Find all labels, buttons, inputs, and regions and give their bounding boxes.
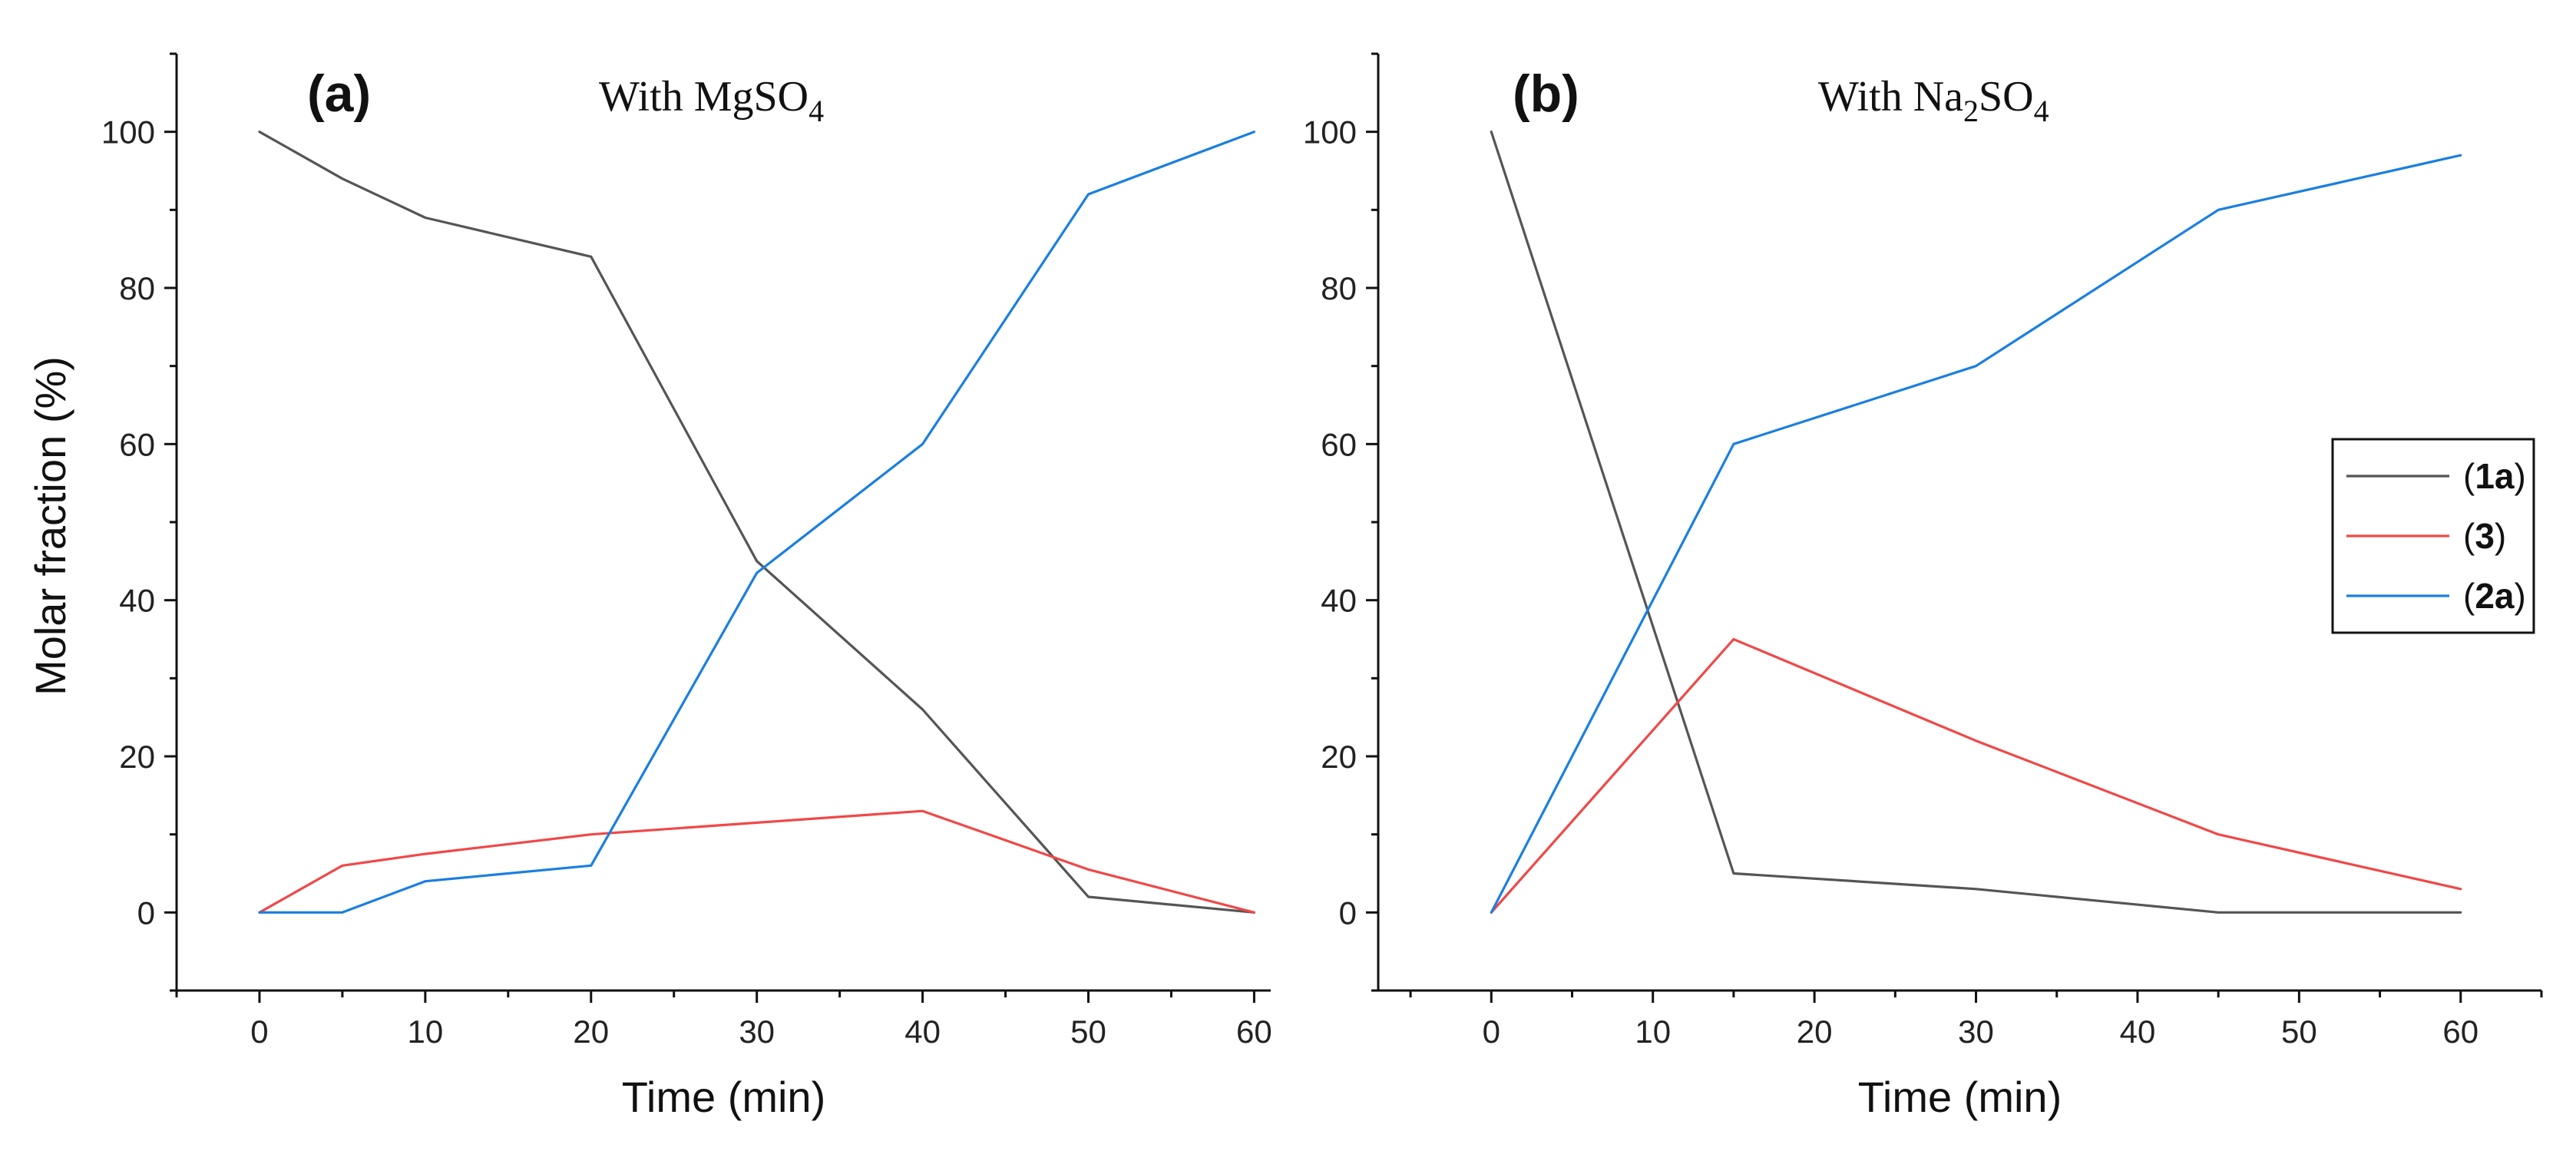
panel-b-y-tick-label: 40 — [1321, 583, 1357, 619]
panel-b-x-axis-title: Time (min) — [1858, 1073, 2062, 1121]
panel-a-y-tick-label: 60 — [119, 426, 155, 462]
panel-a-subtitle-sub: 4 — [809, 94, 824, 128]
panel-b-subtitle: With Na2SO4 — [1818, 73, 2049, 128]
panel-b-series-2a-line — [1490, 154, 2462, 914]
panel-a-series-1a-line — [258, 131, 1256, 914]
panel-a-x-tick-label: 50 — [1070, 1014, 1106, 1050]
panel-b-series-3-line — [1490, 637, 2462, 914]
panel-a-y-tick-label: 100 — [101, 114, 155, 150]
panel-a-series-2a-line — [258, 131, 1256, 914]
panel-a-y-tick-label: 0 — [137, 895, 155, 931]
panel-a-x-tick-label: 60 — [1236, 1014, 1272, 1050]
panel-a-x-tick-label: 30 — [739, 1014, 775, 1050]
panel-b-x-tick-label: 20 — [1797, 1014, 1833, 1050]
panel-a-y-tick-label: 20 — [119, 739, 155, 775]
panel-b-series-1a-line — [1490, 131, 2462, 914]
legend-label-1a: (1a) — [2463, 456, 2526, 496]
panel-b-x-tick-label: 60 — [2442, 1014, 2478, 1050]
panel-a-x-tick-label: 0 — [250, 1014, 268, 1050]
panel-b-x-tick-label: 50 — [2281, 1014, 2317, 1050]
panel-a-x-axis-title: Time (min) — [622, 1073, 825, 1121]
panel-a-x-tick-label: 20 — [573, 1014, 609, 1050]
panel-b-chart: 0 10 20 30 40 50 60 0 20 40 60 80 100 Time (min) (b) (1… — [1303, 52, 2543, 1121]
legend-label-2a: (2a) — [2463, 576, 2526, 616]
panel-b-x-tick-label: 10 — [1635, 1014, 1671, 1050]
panel-b-y-tick-label: 0 — [1339, 895, 1357, 931]
panel-b-subtitle-text: With Na — [1818, 73, 1963, 121]
panel-b-x-tick-label: 0 — [1483, 1014, 1500, 1050]
panel-a-y-tick-label: 80 — [119, 270, 155, 306]
panel-b-subtitle-sub-2: 4 — [2034, 94, 2049, 128]
panel-a-subtitle-text: With MgSO — [599, 73, 809, 121]
panel-b-subtitle-sub: 2 — [1963, 94, 1979, 128]
panel-a-label: (a) — [307, 64, 371, 123]
panel-b-legend: (1a) (3) (2a) — [2331, 438, 2535, 634]
panel-b-x-tick-label: 40 — [2120, 1014, 2156, 1050]
panel-b-subtitle-text-2: SO — [1979, 73, 2034, 121]
panel-b-y-tick-label: 60 — [1321, 426, 1357, 462]
panel-b-y-tick-label: 100 — [1303, 114, 1357, 150]
y-axis-title: Molar fraction (%) — [26, 356, 74, 696]
panel-a-x-tick-label: 40 — [904, 1014, 941, 1050]
panel-b-y-tick-label: 20 — [1321, 739, 1357, 775]
panel-a-subtitle: With MgSO4 — [599, 73, 824, 128]
panel-b-y-tick-label: 80 — [1321, 270, 1357, 306]
panel-a-y-tick-label: 40 — [119, 583, 155, 619]
panel-a-series-3-line — [258, 809, 1256, 914]
panel-b-label: (b) — [1513, 64, 1579, 123]
panel-b-x-tick-label: 30 — [1958, 1014, 1994, 1050]
panel-a-x-tick-label: 10 — [408, 1014, 444, 1050]
legend-label-3: (3) — [2463, 516, 2506, 556]
panel-a-chart: 0 10 20 30 40 50 60 0 20 40 60 80 100 Time (min) (a) — [101, 52, 1272, 1121]
